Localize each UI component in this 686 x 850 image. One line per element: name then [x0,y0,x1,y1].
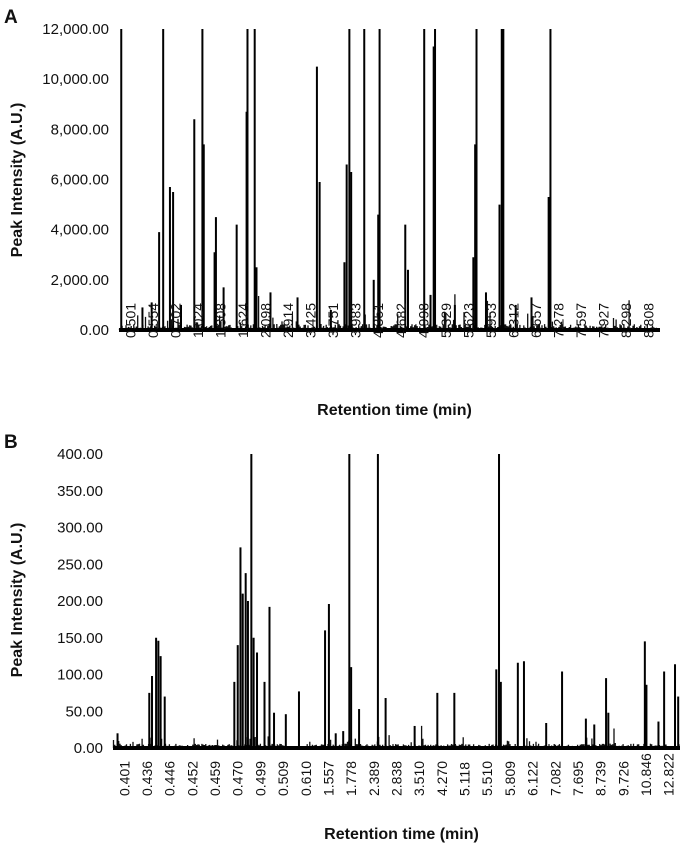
x-axis-title: Retention time (min) [324,826,479,843]
y-tick-label: 250.00 [57,556,103,573]
y-tick-label: 100.00 [57,667,103,684]
x-tick-label: 5.329 [438,303,454,338]
x-tick-label: 0.446 [162,761,178,796]
x-tick-label: 5.809 [502,761,518,796]
y-tick-label: 4,000.00 [51,222,109,239]
y-tick-label: 6,000.00 [51,172,109,189]
y-tick-label: 8,000.00 [51,121,109,138]
y-tick-label: 0.00 [74,740,103,757]
x-tick-label: 6.657 [528,303,544,338]
x-tick-label: 1.557 [320,761,336,796]
x-tick-label: 0.436 [139,761,155,796]
y-tick-label: 50.00 [65,703,103,720]
x-tick-label: 0.401 [116,761,132,796]
x-tick-label: 7.278 [551,303,567,338]
y-axis-title: Peak Intensity (A.U.) [9,523,26,678]
x-tick-label: 4.351 [370,303,386,338]
y-tick-label: 200.00 [57,593,103,610]
x-tick-label: 7.695 [570,761,586,796]
panel-label: A [4,7,18,28]
x-tick-label: 0.610 [298,761,314,796]
x-tick-label: 0.501 [122,303,138,338]
y-tick-label: 2,000.00 [51,272,109,289]
x-tick-label: 1.778 [343,761,359,796]
y-tick-label: 12,000.00 [42,21,109,38]
x-tick-label: 7.927 [596,303,612,338]
x-axis-title: Retention time (min) [317,402,472,419]
x-tick-label: 6.122 [525,761,541,796]
x-tick-label: 10.846 [638,753,654,796]
x-tick-label: 0.702 [167,303,183,338]
x-tick-label: 1.624 [235,303,251,338]
x-tick-label: 9.726 [615,761,631,796]
x-tick-label: 0.554 [145,303,161,338]
x-tick-label: 4.682 [393,303,409,338]
y-axis-title: Peak Intensity (A.U.) [9,103,26,258]
x-tick-label: 1.024 [190,303,206,338]
x-tick-label: 0.509 [275,761,291,796]
panel-label: B [4,432,18,453]
x-tick-label: 0.470 [230,761,246,796]
x-tick-label: 8.739 [593,761,609,796]
y-tick-label: 300.00 [57,520,103,537]
x-tick-label: 2.389 [366,761,382,796]
x-tick-label: 7.597 [573,303,589,338]
x-tick-label: 5.623 [460,303,476,338]
x-tick-label: 4.270 [434,761,450,796]
x-tick-label: 2.838 [389,761,405,796]
x-tick-label: 5.953 [483,303,499,338]
x-tick-label: 8.808 [641,303,657,338]
x-tick-label: 4.998 [415,303,431,338]
y-tick-label: 0.00 [80,322,109,339]
x-tick-label: 2.098 [258,303,274,338]
x-tick-label: 5.118 [457,762,473,796]
x-tick-label: 12.822 [661,753,677,796]
x-tick-label: 3.983 [348,303,364,338]
x-tick-label: 0.499 [252,761,268,796]
x-tick-label: 0.459 [207,761,223,796]
x-tick-label: 1.308 [212,303,228,338]
x-tick-label: 3.510 [411,761,427,796]
y-tick-label: 10,000.00 [42,71,109,88]
y-tick-label: 400.00 [57,446,103,463]
x-tick-label: 2.914 [280,303,296,338]
y-tick-label: 350.00 [57,483,103,500]
x-tick-label: 7.082 [547,761,563,796]
x-tick-label: 5.510 [479,761,495,796]
x-tick-label: 3.425 [303,303,319,338]
y-tick-label: 150.00 [57,630,103,647]
x-tick-label: 0.452 [184,761,200,796]
x-tick-label: 6.312 [505,303,521,338]
x-tick-label: 8.298 [618,303,634,338]
x-tick-label: 3.751 [325,303,341,338]
